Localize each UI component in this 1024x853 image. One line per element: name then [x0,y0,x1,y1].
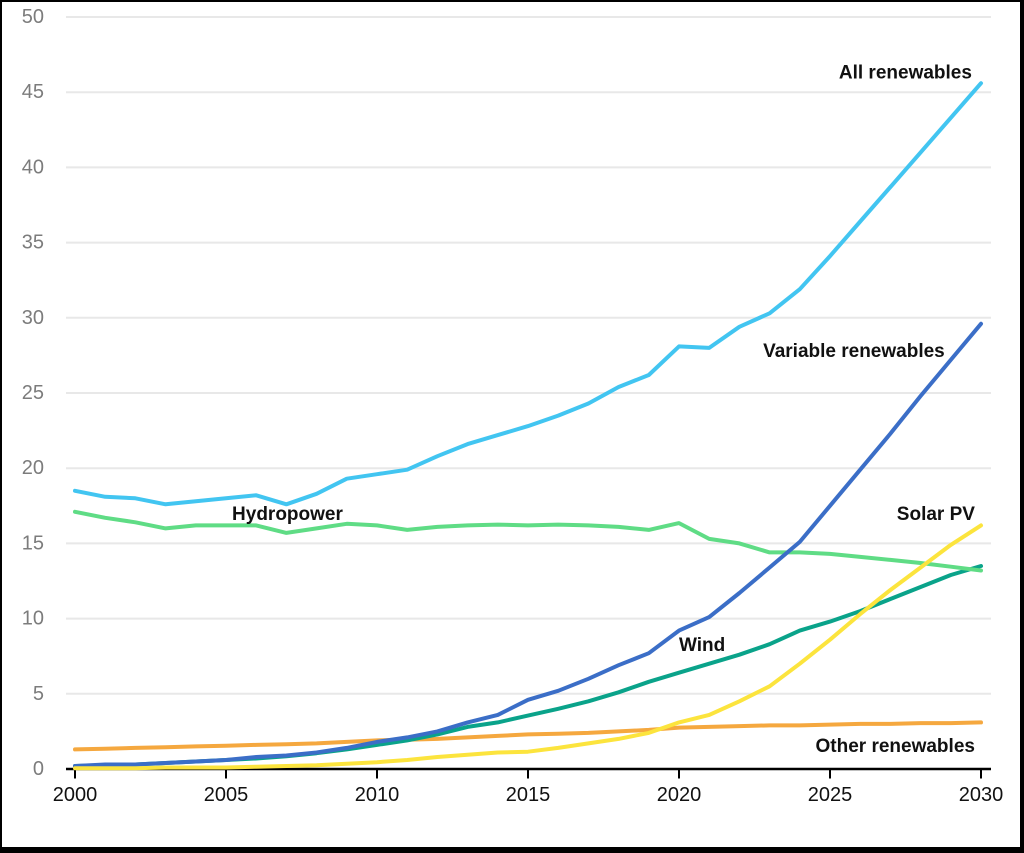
y-tick-label: 20 [22,457,44,479]
series-line-solar-pv [73,523,983,771]
series-label-solar-pv: Solar PV [897,504,975,525]
y-tick-label: 10 [22,608,44,630]
series-label-hydropower: Hydropower [232,504,343,525]
x-tick-label: 2005 [204,784,249,806]
y-tick-label: 50 [22,6,44,28]
x-axis: 2000 2005 2010 2015 2020 2025 2030 [53,767,1004,806]
x-tick-label: 2020 [657,784,702,806]
series-label-all-renewables: All renewables [839,63,972,84]
series-line-all-renewables [73,81,983,507]
y-tick-label: 35 [22,232,44,254]
y-tick-label: 30 [22,307,44,329]
series-label-variable-renewables: Variable renewables [763,341,945,362]
series-label-other-renewables: Other renewables [816,736,975,757]
y-tick-label: 15 [22,532,44,554]
x-tick-label: 2025 [808,784,853,806]
y-tick-label: 5 [33,683,44,705]
series-label-wind: Wind [679,635,725,656]
y-axis-labels: 0 5 10 15 20 25 30 35 40 45 50 [22,6,44,780]
x-tick-label: 2015 [506,784,551,806]
series-line-other-renewables [73,720,983,752]
x-tick-label: 2010 [355,784,400,806]
y-tick-label: 0 [33,758,44,780]
series-line-variable-renewables [73,321,983,768]
x-tick-label: 2030 [959,784,1004,806]
y-tick-label: 25 [22,382,44,404]
series-line-hydropower [73,509,983,573]
series-labels: All renewables Variable renewables Hydropo… [232,63,975,757]
y-tick-label: 40 [22,156,44,178]
y-gridlines [66,16,991,695]
y-tick-label: 45 [22,81,44,103]
x-tick-label: 2000 [53,784,98,806]
